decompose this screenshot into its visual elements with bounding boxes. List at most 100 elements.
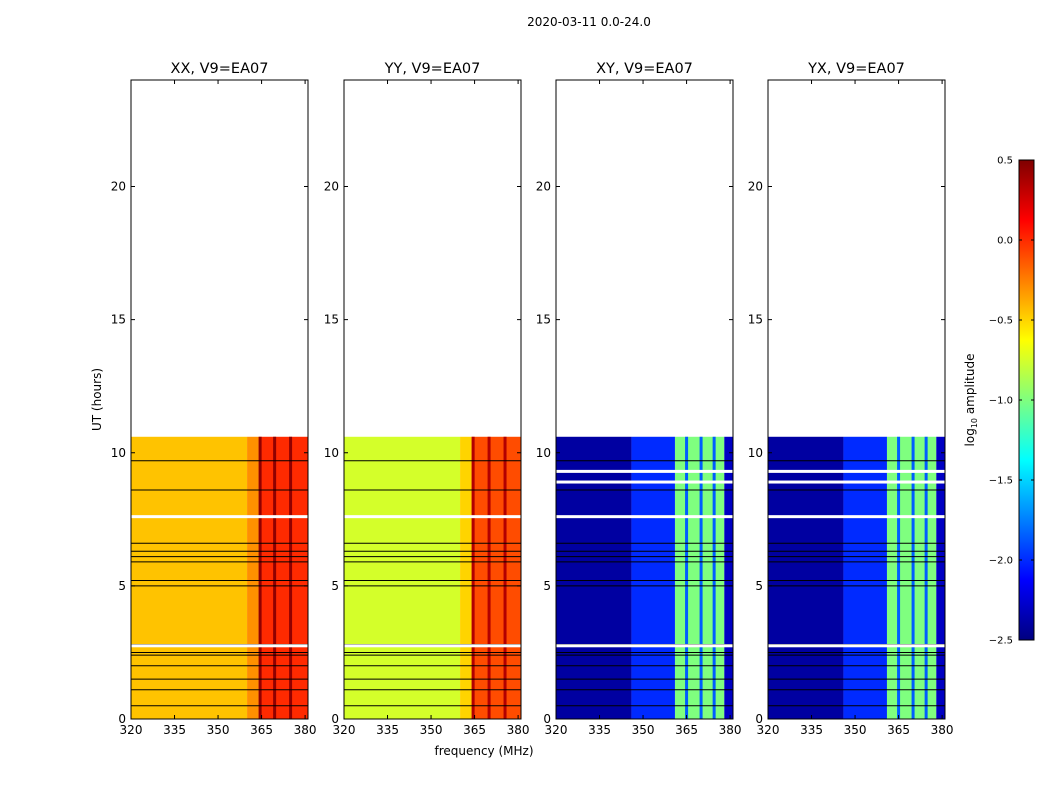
y-tick-label: 10 — [748, 446, 763, 460]
x-tick-label: 380 — [294, 723, 317, 737]
x-tick-label: 365 — [250, 723, 273, 737]
panel-4: YX, V9=EA07 320 335 350 365 380 0 5 10 15 20 — [748, 61, 954, 737]
gap-row — [344, 515, 521, 519]
panel-1: XX, V9=EA07 320 335 350 365 380 0 5 10 15 20 UT (ho… — [90, 61, 317, 737]
band-segment — [556, 436, 632, 719]
strong-channel — [924, 436, 928, 719]
y-axis-label: UT (hours) — [90, 368, 104, 431]
band-segment — [131, 436, 248, 719]
colorbar-tick-label: −2.0 — [989, 556, 1013, 567]
band-segment — [768, 436, 844, 719]
x-tick-label: 380 — [931, 723, 954, 737]
strong-channel — [911, 436, 915, 719]
gap-row — [556, 480, 733, 484]
y-tick-label: 0 — [543, 712, 551, 726]
y-tick-label: 15 — [748, 313, 763, 327]
panel-title: YY, V9=EA07 — [384, 61, 481, 77]
y-tick-label: 15 — [536, 313, 551, 327]
y-tick-label: 15 — [324, 313, 339, 327]
y-tick-label: 0 — [118, 712, 126, 726]
strong-channel — [897, 436, 901, 719]
panel-2: YY, V9=EA07 320 335 350 365 380 0 5 10 15 20 freque… — [324, 61, 534, 758]
x-tick-label: 335 — [376, 723, 399, 737]
panel-title: YX, V9=EA07 — [807, 61, 905, 77]
colorbar-tick-label: −2.5 — [989, 636, 1013, 647]
heatmap-data — [344, 436, 521, 719]
y-tick-label: 5 — [118, 579, 126, 593]
x-tick-label: 335 — [588, 723, 611, 737]
colorbar-tick-label: 0.5 — [997, 156, 1013, 167]
gap-row — [768, 515, 945, 519]
heatmap-data — [131, 436, 308, 719]
panel-title: XX, V9=EA07 — [171, 61, 269, 77]
colorbar-tick-label: 0.0 — [997, 236, 1013, 247]
strong-channel — [712, 436, 716, 719]
x-tick-label: 320 — [120, 723, 143, 737]
gap-row — [556, 515, 733, 519]
axes-frame — [343, 79, 522, 720]
gap-row — [556, 644, 733, 648]
x-tick-label: 320 — [333, 723, 356, 737]
x-tick-label: 335 — [163, 723, 186, 737]
y-tick-label: 5 — [755, 579, 763, 593]
panel-title: XY, V9=EA07 — [596, 61, 693, 77]
strong-channel — [258, 436, 262, 719]
strong-channel — [699, 436, 703, 719]
strong-channel — [685, 436, 689, 719]
y-tick-label: 0 — [755, 712, 763, 726]
x-axis-label: frequency (MHz) — [434, 744, 533, 758]
y-tick-label: 5 — [543, 579, 551, 593]
x-tick-label: 335 — [800, 723, 823, 737]
gap-row — [768, 480, 945, 484]
strong-channel — [273, 436, 277, 719]
colorbar-tick-label: −1.0 — [989, 396, 1013, 407]
colorbar-tick-label: −0.5 — [989, 316, 1013, 327]
y-tick-label: 20 — [111, 180, 126, 194]
colorbar: 0.5 0.0 −0.5 −1.0 −1.5 −2.0 −2.5 log10 amplitud… — [963, 156, 1035, 647]
band-segment — [724, 436, 733, 719]
x-tick-label: 350 — [632, 723, 655, 737]
x-tick-label: 320 — [757, 723, 780, 737]
gap-row — [344, 644, 521, 648]
x-tick-label: 380 — [507, 723, 530, 737]
gap-row — [131, 644, 308, 648]
y-tick-label: 10 — [111, 446, 126, 460]
band-segment — [460, 436, 472, 719]
y-tick-label: 5 — [331, 579, 339, 593]
axes-frame — [767, 79, 946, 720]
band-segment — [471, 436, 521, 719]
x-tick-label: 365 — [887, 723, 910, 737]
x-tick-label: 365 — [675, 723, 698, 737]
strong-channel — [471, 436, 475, 719]
x-tick-label: 365 — [463, 723, 486, 737]
y-tick-label: 20 — [748, 180, 763, 194]
figure-title: 2020-03-11 0.0-24.0 — [527, 15, 651, 29]
strong-channel — [289, 436, 293, 719]
x-tick-label: 320 — [545, 723, 568, 737]
y-tick-label: 15 — [111, 313, 126, 327]
x-tick-label: 380 — [719, 723, 742, 737]
heatmap-data — [768, 436, 945, 719]
band-segment — [258, 436, 308, 719]
band-segment — [843, 436, 887, 719]
x-tick-label: 350 — [420, 723, 443, 737]
strong-channel — [487, 436, 491, 719]
gap-row — [768, 644, 945, 648]
y-tick-label: 20 — [324, 180, 339, 194]
panel-3: XY, V9=EA07 320 335 350 365 380 0 5 10 15 20 — [536, 61, 742, 737]
gap-row — [131, 515, 308, 519]
band-segment — [247, 436, 259, 719]
x-tick-label: 350 — [207, 723, 230, 737]
strong-channel — [503, 436, 507, 719]
band-segment — [344, 436, 461, 719]
gap-row — [556, 469, 733, 473]
axes-frame — [130, 79, 309, 720]
panels: XX, V9=EA07 320 335 350 365 380 0 5 10 15 20 UT (ho… — [90, 61, 954, 758]
band-segment — [936, 436, 945, 719]
heatmap-data — [556, 436, 733, 719]
y-tick-label: 10 — [324, 446, 339, 460]
gap-row — [768, 469, 945, 473]
y-tick-label: 0 — [331, 712, 339, 726]
colorbar-label: log10 amplitude — [963, 354, 979, 447]
